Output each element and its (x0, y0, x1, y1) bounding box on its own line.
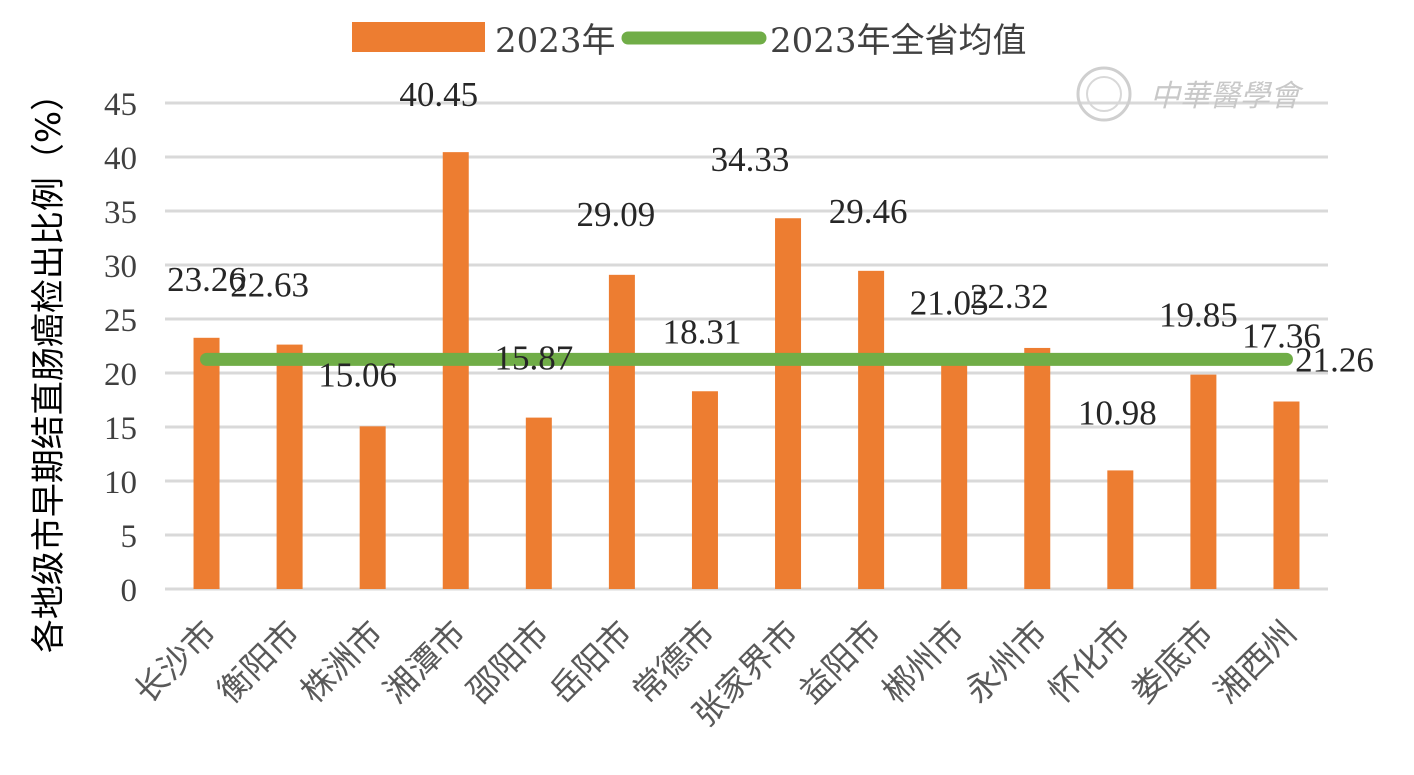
bar (941, 361, 968, 589)
y-axis-ticks: 0 5 10 15 20 25 30 35 40 45 (104, 87, 137, 609)
bar (1024, 347, 1051, 589)
bar (691, 391, 718, 589)
bar-data-label: 40.45 (399, 75, 478, 114)
bar (442, 152, 469, 589)
y-tick-label: 15 (104, 411, 137, 447)
bar (858, 270, 885, 589)
average-line-label: 21.26 (1295, 340, 1374, 379)
y-tick-label: 45 (104, 87, 137, 123)
y-tick-label: 35 (104, 195, 137, 231)
x-category-label: 郴州市 (874, 613, 972, 711)
y-tick-label: 20 (104, 357, 137, 393)
x-category-label: 永州市 (957, 613, 1055, 711)
bar-data-label: 22.63 (230, 266, 309, 305)
y-tick-label: 10 (104, 465, 137, 501)
x-category-label: 益阳市 (791, 613, 889, 711)
bar (359, 426, 386, 589)
bar-data-label: 18.31 (663, 312, 742, 351)
bar-data-label: 29.46 (829, 192, 908, 231)
bar (193, 337, 220, 589)
bar (525, 417, 552, 589)
bar (1190, 374, 1217, 589)
bar-data-label: 15.06 (318, 355, 397, 394)
bar (276, 344, 303, 589)
y-tick-label: 5 (121, 519, 138, 555)
y-tick-label: 30 (104, 249, 137, 285)
legend-label-line: 2023年全省均值 (770, 21, 1027, 61)
bar-data-label: 17.36 (1242, 317, 1321, 356)
x-category-label: 娄底市 (1123, 613, 1221, 711)
watermark: 中華醫學會 (1076, 66, 1304, 122)
x-category-label: 长沙市 (127, 613, 225, 711)
y-axis-label: 各地级市早期结直肠癌检出比例（%） (29, 77, 69, 653)
x-category-label: 湘潭市 (376, 613, 474, 711)
x-axis-categories: 长沙市衡阳市株洲市湘潭市邵阳市岳阳市常德市张家界市益阳市郴州市永州市怀化市娄底市… (127, 613, 1305, 734)
bar (1107, 470, 1134, 589)
bar (1273, 401, 1300, 589)
y-tick-label: 25 (104, 303, 137, 339)
bar-data-label: 22.32 (970, 277, 1049, 316)
y-tick-label: 0 (121, 573, 138, 609)
bar (775, 218, 802, 589)
legend: 2023年 2023年全省均值 (352, 21, 1027, 61)
x-category-label: 邵阳市 (459, 613, 557, 711)
x-category-label: 岳阳市 (542, 613, 640, 711)
bar-data-label: 29.09 (577, 195, 656, 234)
x-category-label: 湘西州 (1207, 613, 1305, 711)
legend-swatch-bar (352, 22, 485, 52)
legend-label-bar: 2023年 (495, 21, 616, 61)
bar-data-label: 15.87 (494, 339, 573, 378)
x-category-label: 衡阳市 (210, 613, 308, 711)
bar-data-label: 23.26 (167, 260, 246, 299)
bar (608, 274, 635, 589)
y-tick-label: 40 (104, 141, 137, 177)
bar-data-label: 21.05 (910, 284, 989, 323)
bar-data-label: 10.98 (1078, 393, 1157, 432)
x-category-label: 怀化市 (1040, 613, 1138, 711)
x-category-label: 株洲市 (293, 613, 391, 711)
seal-icon (1076, 66, 1132, 122)
gridlines (165, 101, 1328, 591)
bar-data-label: 19.85 (1159, 296, 1238, 335)
bars (193, 152, 1300, 589)
bar-data-label: 34.33 (711, 140, 790, 179)
watermark-text: 中華醫學會 (1150, 79, 1304, 114)
